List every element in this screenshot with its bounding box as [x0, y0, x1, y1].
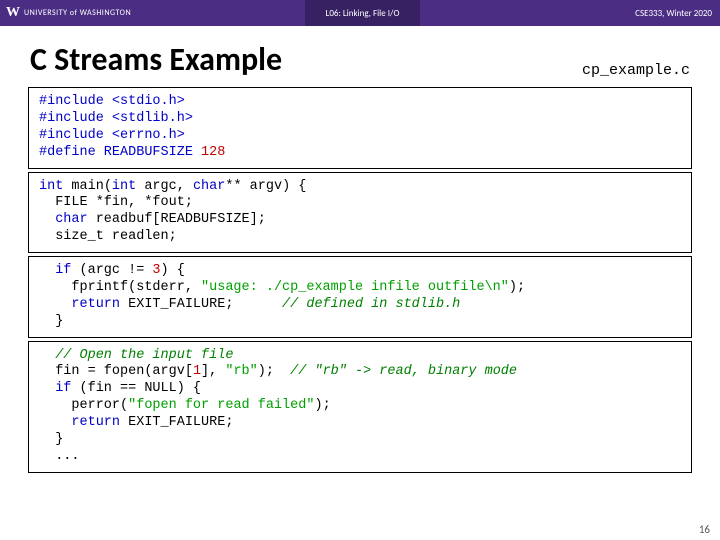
code-box-includes: #include <stdio.h> #include <stdlib.h> #…	[28, 87, 692, 169]
title-row: C Streams Example cp_example.c	[0, 26, 720, 87]
page-number: 16	[699, 523, 710, 536]
uw-text: UNIVERSITY of WASHINGTON	[24, 8, 131, 18]
slide-title: C Streams Example	[30, 40, 282, 79]
code-box-fopen: // Open the input file fin = fopen(argv[…	[28, 341, 692, 473]
code-box-argc-check: if (argc != 3) { fprintf(stderr, "usage:…	[28, 256, 692, 338]
slide-header: W UNIVERSITY of WASHINGTON L06: Linking,…	[0, 0, 720, 26]
code-box-main-decl: int main(int argc, char** argv) { FILE *…	[28, 172, 692, 254]
header-course: CSE333, Winter 2020	[420, 0, 720, 26]
header-left: W UNIVERSITY of WASHINGTON	[0, 0, 305, 26]
header-lecture: L06: Linking, File I/O	[305, 0, 420, 26]
filename-label: cp_example.c	[582, 62, 690, 79]
uw-w-logo: W	[6, 5, 20, 21]
